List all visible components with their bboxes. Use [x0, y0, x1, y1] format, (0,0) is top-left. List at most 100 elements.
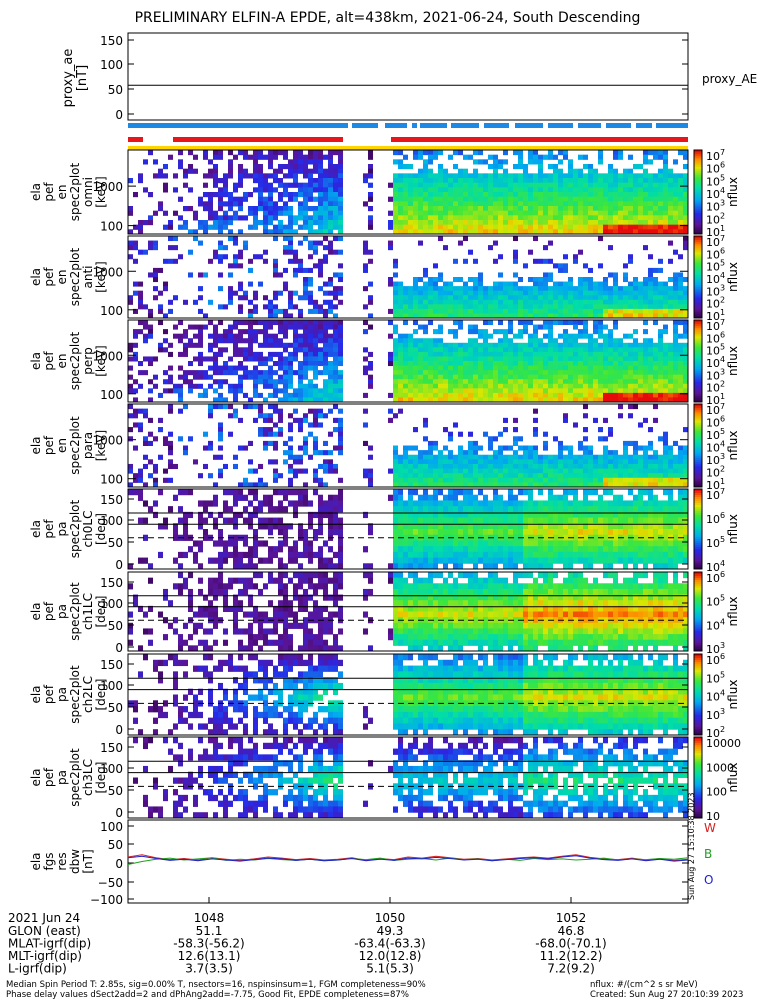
colorbar-cell [694, 686, 702, 689]
y-axis-label: [keV] [94, 345, 108, 376]
status-bar-blue [606, 123, 631, 128]
creation-timestamp-vertical: Sun Aug 27 15:10:38 2023 [687, 793, 696, 900]
colorbar-cell [694, 484, 702, 488]
colorbar-cell [694, 660, 702, 663]
colorbar-cell [694, 751, 702, 754]
colorbar-cell [694, 716, 702, 720]
colorbar-cell [694, 387, 702, 391]
colorbar-cell [694, 217, 702, 220]
colorbar-cell [694, 200, 702, 203]
colorbar-cell [694, 412, 702, 415]
status-bar-red [173, 137, 343, 142]
colorbar-cell [694, 229, 702, 233]
ephemeris-value: 12.6(13.1) [178, 949, 241, 963]
colorbar-cell [694, 204, 702, 208]
colorbar-cell [694, 765, 702, 768]
y-tick-label: 50 [108, 701, 123, 715]
colorbar-cell [694, 555, 702, 558]
colorbar-cell [694, 643, 702, 646]
colorbar-cell [694, 692, 702, 695]
colorbar-frame [693, 403, 703, 488]
y-axis-label: pef [42, 767, 56, 787]
colorbar-cell [694, 478, 702, 482]
colorbar-tick-label: 103 [706, 452, 725, 467]
colorbar-cell [694, 437, 702, 440]
colorbar-tick-label: 103 [706, 283, 725, 298]
colorbar-cell [694, 166, 702, 170]
colorbar-cell [694, 503, 702, 506]
y-tick-label: 50 [108, 619, 123, 633]
y-tick-label: 150 [100, 493, 123, 507]
colorbar-cell [694, 356, 702, 360]
footer-line: Phase delay values dSect2add=2 and dPhAn… [6, 990, 409, 1000]
colorbar-cell [694, 447, 702, 451]
colorbar-cell [694, 499, 702, 502]
colorbar-cell [694, 809, 702, 813]
status-bar-blue [515, 123, 543, 128]
colorbar-cell [694, 662, 702, 665]
colorbar-cell [694, 497, 702, 500]
legend-letter-b: B [704, 847, 712, 861]
colorbar-cell [694, 722, 702, 726]
colorbar-cell [694, 631, 702, 634]
y-axis-label: pef [42, 435, 56, 455]
y-tick-label: 100 [100, 679, 123, 693]
colorbar-cell [694, 637, 702, 640]
y-axis-label: pef [42, 182, 56, 202]
colorbar-cell [694, 541, 702, 544]
y-tick-label: 100 [100, 473, 123, 487]
y-axis-label: pa [55, 770, 69, 785]
colorbar-cell [694, 287, 702, 290]
colorbar-cell [694, 277, 702, 280]
colorbar-cell [694, 397, 702, 401]
colorbar-tick-label: 105 [706, 259, 725, 274]
colorbar-cell [694, 171, 702, 174]
y-tick-label: 100 [100, 58, 123, 72]
colorbar-cell [694, 162, 702, 166]
y-axis-label: ela [29, 352, 43, 370]
colorbar-frame [693, 149, 703, 235]
colorbar-cell [694, 252, 702, 255]
y-axis-label: spec2plot [68, 748, 82, 807]
colorbar-cell [694, 183, 702, 187]
y-axis-label: pef [42, 601, 56, 621]
legend-letter-o: O [704, 873, 713, 887]
colorbar-cell [694, 256, 702, 260]
y-axis-label: pef [42, 267, 56, 287]
colorbar-cell [694, 231, 702, 235]
colorbar-cell [694, 340, 702, 344]
colorbar-tick-label: 107 [706, 487, 725, 502]
colorbar-cell [694, 462, 702, 465]
colorbar-frame [693, 235, 703, 319]
page-title: PRELIMINARY ELFIN-A EPDE, alt=438km, 202… [134, 10, 641, 26]
colorbar-cell [694, 639, 702, 642]
colorbar-cell [694, 680, 702, 683]
colorbar-label: nflux [726, 177, 740, 207]
colorbar-cell [694, 236, 702, 239]
colorbar-cell [694, 609, 702, 612]
colorbar-label: nflux [726, 346, 740, 376]
y-tick-label: 100 [100, 514, 123, 528]
colorbar-tick-label: 104 [706, 559, 725, 574]
colorbar-cell [694, 749, 702, 752]
colorbar-cell [694, 250, 702, 253]
colorbar-cell [694, 338, 702, 341]
y-axis-label: anti [81, 266, 95, 289]
colorbar-cell [694, 511, 702, 514]
colorbar-cell [694, 242, 702, 245]
series-line-o [127, 855, 689, 862]
colorbar-cell [694, 474, 702, 478]
colorbar-tick-label: 105 [706, 343, 725, 358]
colorbar-cell [694, 156, 702, 159]
status-bar-yellow [128, 146, 688, 150]
colorbar-cell [694, 505, 702, 508]
colorbar-cell [694, 439, 702, 442]
colorbar-cell [694, 523, 702, 526]
colorbar-cell [694, 785, 702, 789]
colorbar-cell [694, 793, 702, 797]
colorbar-tick-label: 105 [706, 535, 725, 550]
colorbar-cell [694, 658, 702, 661]
colorbar-cell [694, 791, 702, 795]
colorbar-cell [694, 150, 702, 153]
colorbar-cell [694, 625, 702, 628]
